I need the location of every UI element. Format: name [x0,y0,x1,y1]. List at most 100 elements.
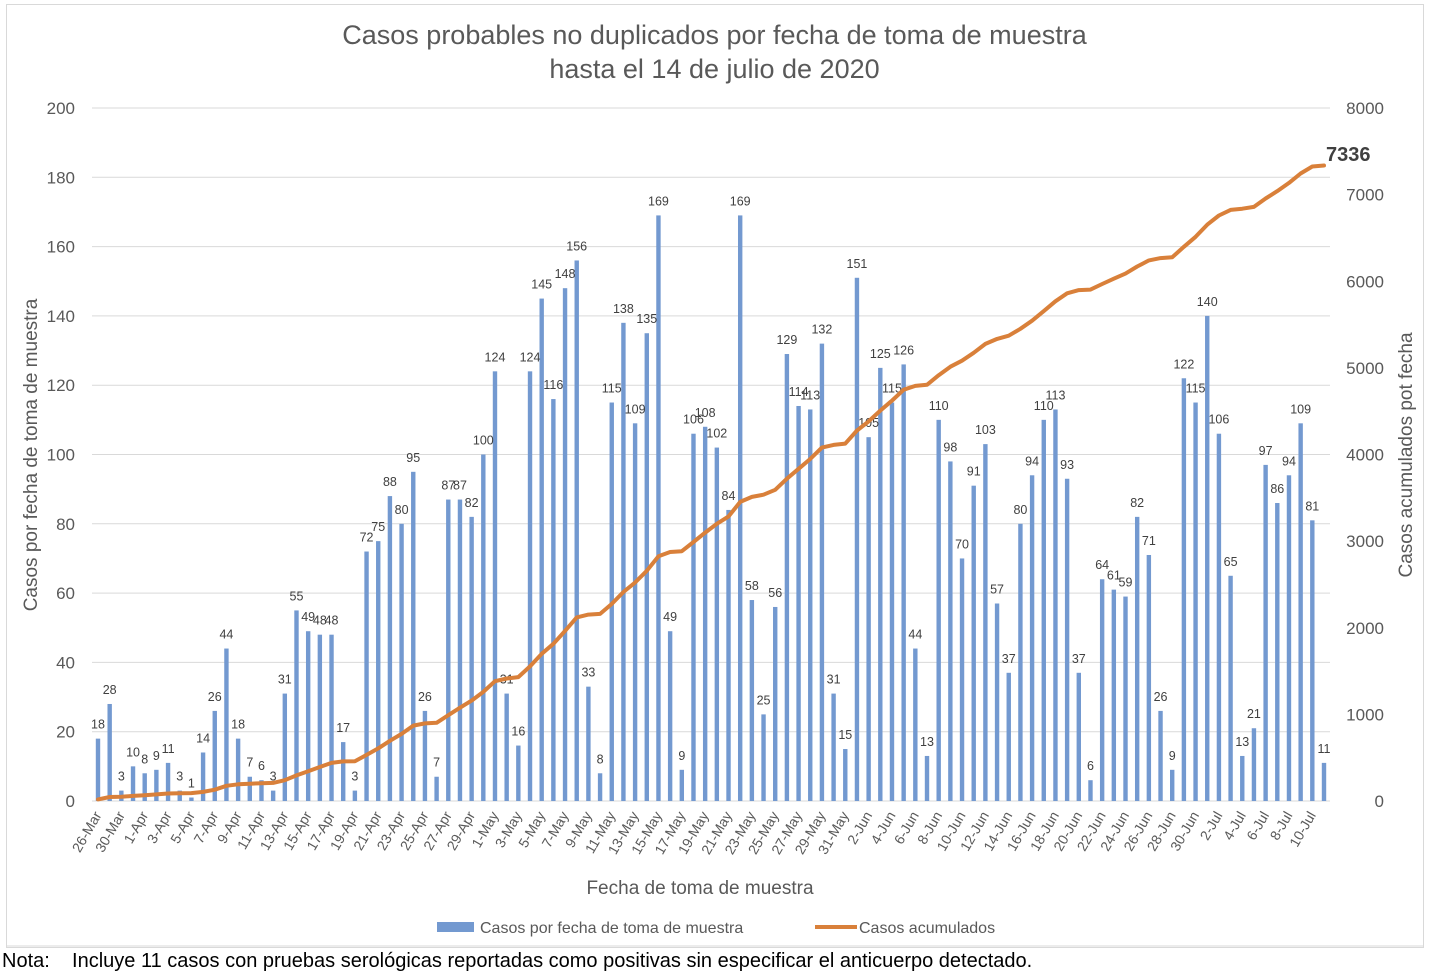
bar [1228,575,1233,801]
x-tick-label: 4-Jul [1220,809,1249,843]
bar-data-label: 113 [800,388,820,402]
bar-data-label: 81 [1305,499,1319,513]
bar-data-label: 115 [882,382,902,396]
bar-data-label: 9 [678,749,685,763]
bar [411,471,416,801]
bar [317,634,323,801]
bar [632,423,638,801]
legend-label-line: Casos acumulados [859,920,995,937]
y-tick-label: 40 [56,653,75,672]
bar-data-label: 44 [908,628,922,642]
bar [1041,419,1046,801]
bar [574,260,579,802]
bar-data-label: 135 [636,312,657,326]
bar [808,409,813,801]
bar [913,648,918,801]
bar-data-label: 57 [990,582,1004,596]
bar [854,277,860,801]
bar [702,426,708,801]
bar-data-label: 7 [433,756,440,770]
bar [819,343,825,801]
bar-data-label: 115 [602,382,622,396]
y2-tick-label: 7000 [1346,186,1384,205]
bar-data-label: 75 [371,520,385,534]
x-tick-label: 6-Jul [1243,809,1272,843]
bar [878,367,883,801]
y-axis-ticks: 0 20 40 60 80 100 120 140 160 180 200 [47,99,75,811]
bar-data-label: 49 [663,610,677,624]
bar [737,215,743,802]
bar-data-label: 82 [1130,496,1144,510]
bar-data-label: 125 [870,347,891,361]
bar-data-label: 72 [360,531,374,545]
y-tick-label: 120 [47,376,75,395]
bar-data-label: 145 [531,278,552,292]
bar [399,523,404,801]
bar [1240,755,1245,801]
bar [562,288,568,801]
bar [1181,378,1187,801]
bar-data-label: 156 [566,239,587,253]
bar-data-label: 26 [418,690,432,704]
bar [1310,520,1315,801]
bar-data-label: 56 [768,586,782,600]
chart-title: Casos probables no duplicados por fecha … [0,18,1429,86]
bar [481,454,486,801]
bar [586,686,591,801]
bar-data-label: 9 [1169,749,1176,763]
bar [889,402,895,801]
x-axis-ticks: 26-Mar30-Mar1-Apr3-Apr5-Apr7-Apr9-Apr11-… [69,808,1319,857]
y2-tick-label: 1000 [1346,705,1384,724]
bar-data-label: 31 [278,673,292,687]
bar-data-label: 6 [1087,759,1094,773]
bar [1205,315,1210,801]
x-tick-label: 2-Jul [1196,809,1225,843]
bar-data-label: 87 [453,479,467,493]
y2-tick-label: 6000 [1346,272,1384,291]
bar [270,790,276,801]
bar-data-label: 80 [395,503,409,517]
bar-data-label: 55 [290,589,304,603]
bar-data-label: 132 [811,323,832,337]
bar-data-label: 126 [893,343,914,357]
bar-data-label: 48 [325,614,339,628]
bar-data-label: 13 [920,735,934,749]
y2-tick-label: 3000 [1346,532,1384,551]
y2-tick-label: 8000 [1346,99,1384,118]
bar-data-label: 37 [1002,652,1016,666]
bar [259,780,264,801]
bar [866,437,871,801]
bar-data-label: 10 [126,745,140,759]
bar [551,399,556,801]
bar [492,371,498,801]
bar-data-label: 93 [1060,458,1074,472]
y-tick-label: 20 [56,723,75,742]
bar [516,745,521,801]
bar [1321,762,1327,801]
y-tick-label: 180 [47,168,75,187]
bar [189,797,194,801]
legend-swatch-bars [437,922,474,932]
bar [1216,433,1222,801]
bar [212,710,217,801]
y-tick-label: 60 [56,584,75,603]
bar-data-label: 103 [975,423,996,437]
bar [247,776,252,801]
bar [994,603,1000,801]
y2-tick-label: 2000 [1346,619,1384,638]
bar [679,769,685,801]
bar-data-label: 102 [706,427,727,441]
bar-data-label: 115 [1186,382,1206,396]
bar-data-label: 84 [722,489,736,503]
bar [726,509,731,801]
bar-data-label: 169 [730,194,751,208]
bar [341,742,346,801]
bar-data-label: 97 [1259,444,1273,458]
bar [644,333,649,801]
bar-data-label: 13 [1235,735,1249,749]
bar [1286,475,1292,801]
bar [784,354,790,801]
bar-data-label: 25 [757,693,771,707]
bar-data-label: 14 [196,731,210,745]
